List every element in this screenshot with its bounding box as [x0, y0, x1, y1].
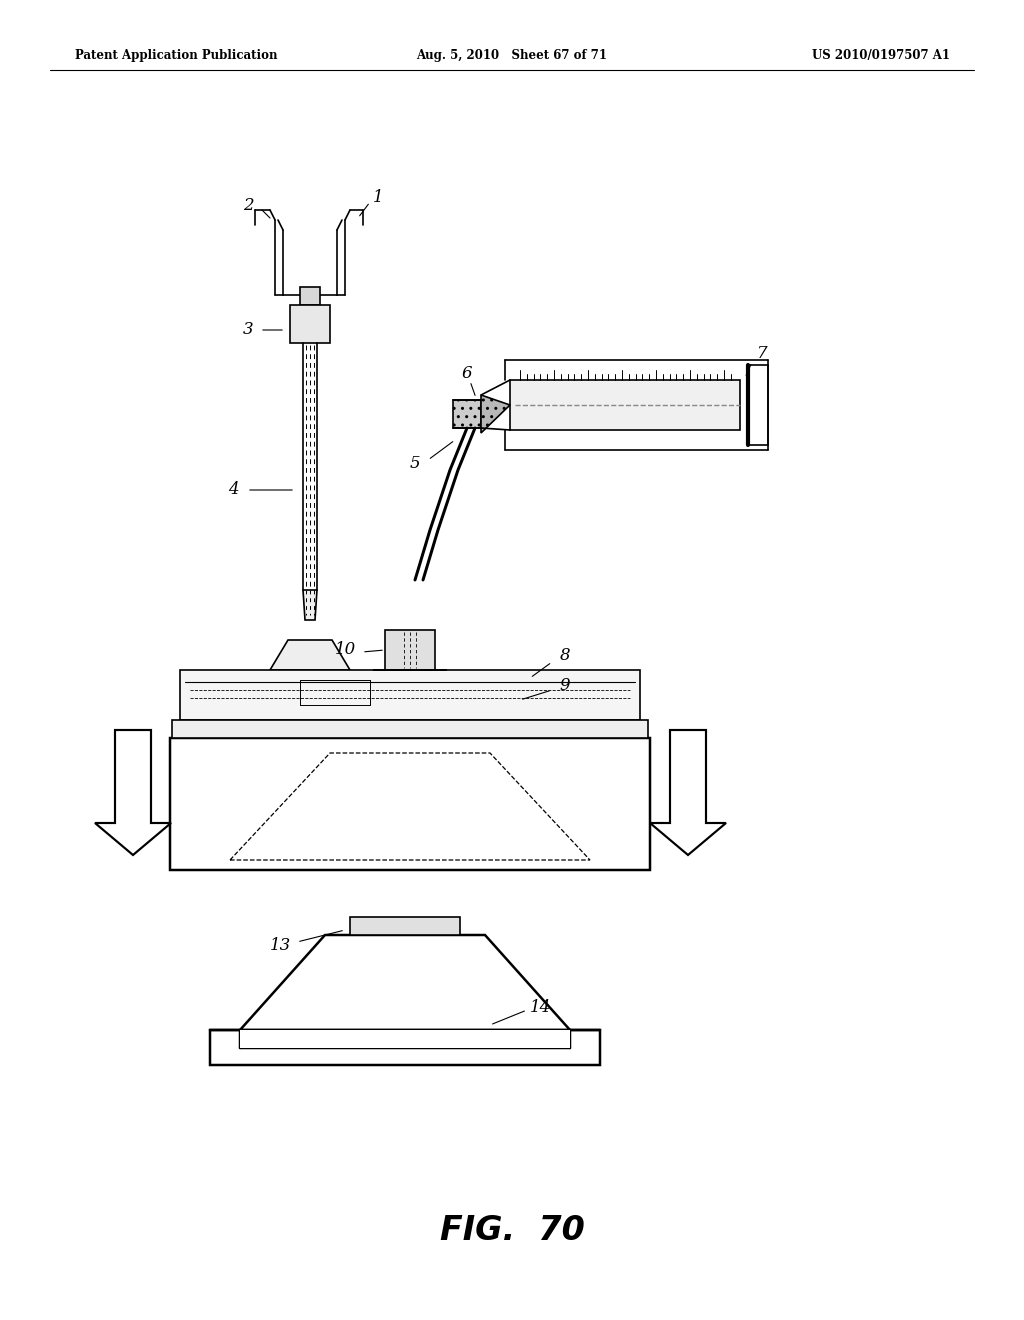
Polygon shape — [303, 590, 317, 620]
Text: Patent Application Publication: Patent Application Publication — [75, 49, 278, 62]
Polygon shape — [240, 1030, 570, 1048]
Text: FIG.  70: FIG. 70 — [439, 1213, 585, 1246]
Polygon shape — [290, 305, 330, 343]
Polygon shape — [172, 719, 648, 738]
Polygon shape — [240, 935, 570, 1030]
Polygon shape — [453, 400, 481, 428]
Polygon shape — [170, 738, 650, 870]
Text: 2: 2 — [243, 197, 253, 214]
Text: 4: 4 — [227, 482, 239, 499]
Polygon shape — [350, 917, 460, 935]
Text: 1: 1 — [373, 189, 383, 206]
Text: 7: 7 — [757, 346, 767, 363]
Polygon shape — [210, 1030, 600, 1065]
Text: 8: 8 — [560, 647, 570, 664]
Text: 5: 5 — [410, 454, 420, 471]
Polygon shape — [650, 730, 726, 855]
Text: 14: 14 — [529, 999, 551, 1016]
Text: US 2010/0197507 A1: US 2010/0197507 A1 — [812, 49, 950, 62]
Polygon shape — [300, 286, 319, 305]
Polygon shape — [385, 630, 435, 671]
Text: 10: 10 — [335, 642, 355, 659]
Polygon shape — [95, 730, 171, 855]
Text: 9: 9 — [560, 676, 570, 693]
Text: 13: 13 — [269, 936, 291, 953]
Text: 3: 3 — [243, 322, 253, 338]
Text: Aug. 5, 2010   Sheet 67 of 71: Aug. 5, 2010 Sheet 67 of 71 — [417, 49, 607, 62]
Polygon shape — [270, 640, 350, 671]
Text: 6: 6 — [462, 364, 472, 381]
Polygon shape — [481, 395, 510, 433]
Polygon shape — [510, 380, 740, 430]
Polygon shape — [180, 671, 640, 719]
